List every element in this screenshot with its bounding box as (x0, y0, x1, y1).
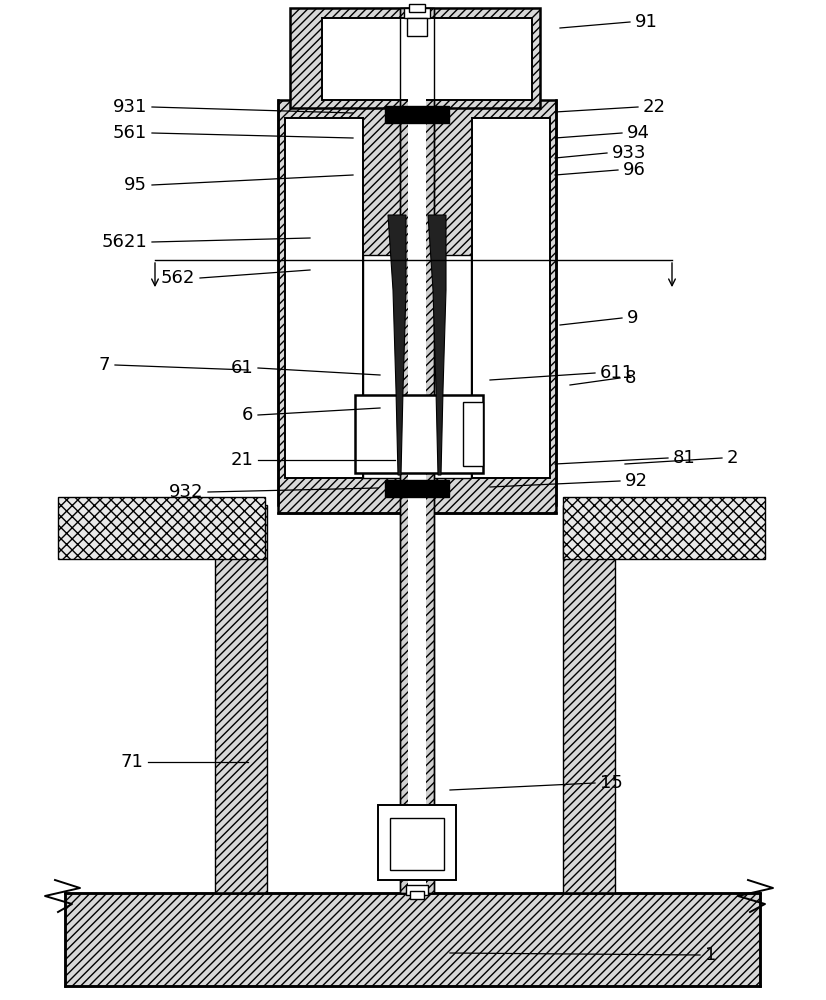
Bar (410, 891, 424, 899)
Bar (390, 818, 444, 870)
Bar (463, 402, 483, 466)
Bar (563, 505, 615, 893)
Text: 61: 61 (230, 359, 253, 377)
Polygon shape (388, 215, 406, 475)
Text: 95: 95 (124, 176, 147, 194)
Text: 1: 1 (705, 946, 716, 964)
Polygon shape (428, 215, 446, 475)
Text: 71: 71 (120, 753, 143, 771)
Bar (290, 8, 540, 108)
Bar (378, 805, 456, 880)
Bar (407, 18, 427, 36)
Bar (472, 118, 550, 478)
Text: 96: 96 (623, 161, 646, 179)
Bar (400, 8, 434, 893)
Text: 92: 92 (625, 472, 648, 490)
Text: 91: 91 (635, 13, 657, 31)
Bar (400, 8, 434, 893)
Text: 2: 2 (727, 449, 738, 467)
Text: 7: 7 (98, 356, 110, 374)
Text: 21: 21 (230, 451, 253, 469)
Text: 94: 94 (627, 124, 650, 142)
Text: 8: 8 (625, 369, 636, 387)
Bar (408, 8, 426, 893)
Bar (404, 8, 430, 18)
Bar (278, 100, 556, 513)
Text: 931: 931 (112, 98, 147, 116)
Bar (563, 497, 765, 559)
Text: 22: 22 (643, 98, 666, 116)
Bar (215, 505, 267, 893)
Text: 5621: 5621 (102, 233, 147, 251)
Bar (385, 106, 449, 123)
Text: 15: 15 (600, 774, 623, 792)
Bar (285, 118, 363, 478)
Bar (363, 255, 471, 478)
Text: 81: 81 (673, 449, 695, 467)
Text: 6: 6 (242, 406, 253, 424)
Bar (65, 893, 760, 986)
Bar (409, 4, 425, 12)
Bar (424, 18, 532, 100)
Text: 9: 9 (627, 309, 638, 327)
Bar (322, 18, 414, 100)
Text: 562: 562 (160, 269, 195, 287)
Text: 561: 561 (113, 124, 147, 142)
Text: 611: 611 (600, 364, 634, 382)
Text: 933: 933 (612, 144, 647, 162)
Text: 932: 932 (169, 483, 203, 501)
Bar (385, 480, 449, 497)
Bar (406, 885, 428, 895)
Bar (58, 497, 265, 559)
Bar (355, 395, 483, 473)
